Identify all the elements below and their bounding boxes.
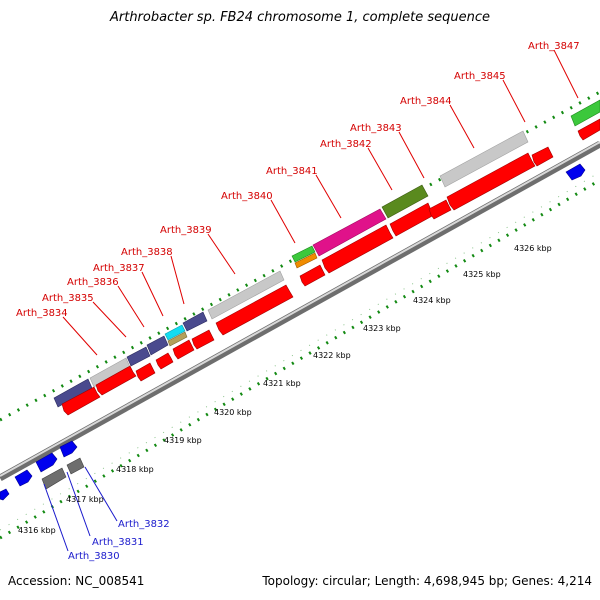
- cds-arth-3835[interactable]: [95, 365, 137, 396]
- feature-arth-3840-green[interactable]: [291, 245, 316, 263]
- feature-arth-3847-green[interactable]: [570, 99, 600, 127]
- forward-strand-row-1: [53, 99, 600, 408]
- forward-label-leaders: [62, 49, 579, 356]
- feature-arth-3838-cyan[interactable]: [164, 324, 186, 341]
- feature-rna-gray-3[interactable]: [439, 130, 529, 188]
- tick-label: 4326 kbp: [514, 244, 552, 253]
- forward-strand-cds-row: [61, 118, 600, 416]
- cds-arth-3847[interactable]: [577, 118, 600, 141]
- tick-label: 4324 kbp: [413, 296, 451, 305]
- accession-text: Accession: NC_008541: [8, 574, 145, 588]
- gene-label[interactable]: Arth_3836: [67, 277, 119, 288]
- tick-label: 4321 kbp: [263, 379, 301, 388]
- forward-gene-labels: Arth_3834 Arth_3835 Arth_3836 Arth_3837 …: [16, 41, 580, 319]
- cds-arth-3844[interactable]: [446, 152, 536, 211]
- gene-label[interactable]: Arth_3837: [93, 263, 145, 274]
- cds-arth-3838[interactable]: [172, 339, 195, 360]
- feature-arth-3836-cog[interactable]: [126, 346, 151, 367]
- tick-label: 4319 kbp: [164, 436, 202, 445]
- rev-gene-blue-0[interactable]: [0, 488, 10, 501]
- genome-backbone: [0, 140, 600, 482]
- feature-arth-3838-tan[interactable]: [167, 331, 188, 347]
- cds-arth-3845[interactable]: [531, 146, 554, 167]
- gene-label[interactable]: Arth_3842: [320, 139, 372, 150]
- feature-arth-3843-olive[interactable]: [381, 184, 429, 219]
- tick-label: 4318 kbp: [116, 465, 154, 474]
- reverse-label-leaders: [43, 466, 118, 552]
- cds-arth-3834[interactable]: [61, 386, 101, 416]
- reverse-gene-labels: Arth_3830 Arth_3831 Arth_3832: [68, 519, 170, 562]
- tick-label: 4322 kbp: [313, 351, 351, 360]
- gene-label[interactable]: Arth_3843: [350, 123, 402, 134]
- feature-arth-3841-magenta[interactable]: [312, 208, 387, 257]
- rev-gene-blue-far[interactable]: [565, 163, 586, 181]
- genome-stats-text: Topology: circular; Length: 4,698,945 bp…: [262, 574, 592, 588]
- scale-tick-labels: 4316 kbp 4317 kbp 4318 kbp 4319 kbp 4320…: [18, 244, 552, 535]
- gene-label[interactable]: Arth_3841: [266, 166, 318, 177]
- tick-label: 4316 kbp: [18, 526, 56, 535]
- rev-gene-blue-1[interactable]: [14, 469, 33, 487]
- reverse-strand-row: [0, 163, 586, 501]
- tick-label: 4317 kbp: [66, 495, 104, 504]
- feature-arth-3840-orange[interactable]: [294, 252, 318, 269]
- cds-arth-3836[interactable]: [135, 362, 156, 382]
- rev-gene-blue-2[interactable]: [35, 452, 58, 473]
- cds-arth-3840[interactable]: [299, 264, 326, 287]
- cds-arth-3843[interactable]: [428, 199, 452, 220]
- tick-label: 4325 kbp: [463, 270, 501, 279]
- page-title: Arthrobacter sp. FB24 chromosome 1, comp…: [109, 10, 491, 25]
- rev-gene-blue-3[interactable]: [59, 440, 78, 458]
- gene-label[interactable]: Arth_3834: [16, 308, 68, 319]
- cds-arth-3839[interactable]: [215, 284, 294, 336]
- gene-label[interactable]: Arth_3844: [400, 96, 452, 107]
- gene-label[interactable]: Arth_3831: [92, 537, 144, 548]
- tick-label: 4323 kbp: [363, 324, 401, 333]
- gene-label[interactable]: Arth_3840: [221, 191, 273, 202]
- gene-label[interactable]: Arth_3847: [528, 41, 580, 52]
- gene-label[interactable]: Arth_3838: [121, 247, 173, 258]
- gene-label[interactable]: Arth_3845: [454, 71, 506, 82]
- cds-arth-3841[interactable]: [321, 224, 394, 274]
- tick-label: 4320 kbp: [214, 408, 252, 417]
- feature-arth-3837-cog[interactable]: [146, 335, 169, 356]
- gene-label[interactable]: Arth_3830: [68, 551, 120, 562]
- cds-arth-3837[interactable]: [155, 352, 174, 370]
- feature-arth-3839-cog[interactable]: [182, 311, 208, 332]
- gene-label[interactable]: Arth_3839: [160, 225, 212, 236]
- rev-gene-gray-3831[interactable]: [41, 467, 67, 490]
- cds-arth-3838b[interactable]: [191, 329, 215, 350]
- rev-gene-gray-3832[interactable]: [66, 457, 85, 475]
- inner-dotted-track: [0, 171, 600, 540]
- gene-label[interactable]: Arth_3832: [118, 519, 170, 530]
- feature-rna-gray-2[interactable]: [207, 270, 285, 320]
- gene-label[interactable]: Arth_3835: [42, 293, 94, 304]
